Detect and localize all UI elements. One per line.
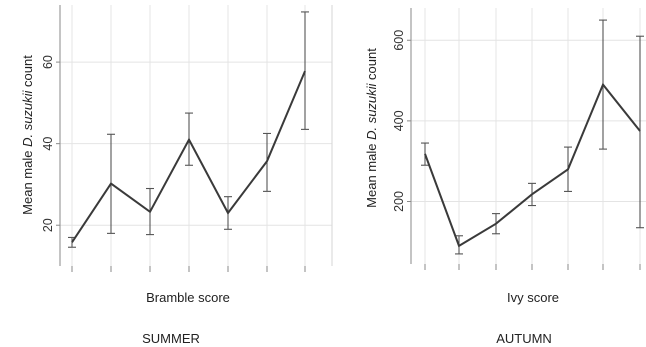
summer-ytick-label-2: 60 — [41, 55, 55, 69]
summer-caption: SUMMER — [142, 331, 200, 346]
summer-y-ticks: 20 40 60 — [41, 55, 60, 232]
summer-series-line — [71, 70, 306, 243]
summer-ylabel-suffix: count — [20, 55, 35, 91]
summer-panel: 20 40 60 Mean male D. suzukii count Brambl… — [20, 5, 333, 346]
autumn-x-ticks — [424, 264, 641, 270]
summer-y-axis-label: Mean male D. suzukii count — [20, 55, 35, 215]
autumn-y-axis-label: Mean male D. suzukii count — [364, 48, 379, 208]
summer-x-axis-label: Bramble score — [146, 290, 230, 305]
autumn-ytick-label-0: 200 — [392, 191, 406, 212]
autumn-series-line — [424, 82, 641, 248]
summer-error-bars — [68, 11, 309, 248]
autumn-y-ticks: 200 400 600 — [392, 30, 411, 212]
autumn-plot-background — [411, 8, 644, 264]
autumn-x-axis-label: Ivy score — [507, 290, 559, 305]
summer-ylabel-italic: D. suzukii — [20, 89, 35, 146]
autumn-panel: 200 400 600 Mean male D. suzukii count Ivy… — [364, 8, 646, 346]
summer-ytick-label-1: 40 — [41, 137, 55, 151]
summer-error-bar-6 — [301, 11, 309, 130]
autumn-ylabel-prefix: Mean male — [364, 140, 379, 208]
autumn-ylabel-italic: D. suzukii — [364, 82, 379, 139]
summer-ytick-label-0: 20 — [41, 218, 55, 232]
autumn-ylabel-suffix: count — [364, 48, 379, 84]
autumn-ytick-label-2: 600 — [392, 30, 406, 51]
autumn-error-bar-6 — [636, 35, 644, 229]
summer-x-ticks — [71, 266, 306, 272]
summer-plot-background — [60, 5, 332, 266]
summer-ylabel-prefix: Mean male — [20, 147, 35, 215]
autumn-caption: AUTUMN — [496, 331, 552, 346]
autumn-ytick-label-1: 400 — [392, 110, 406, 131]
